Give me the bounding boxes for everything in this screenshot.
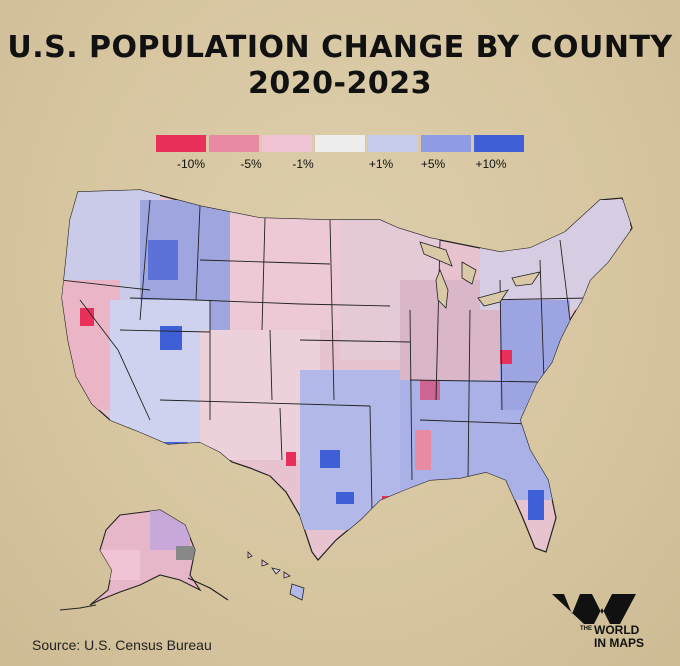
legend-swatch-zero	[315, 135, 365, 152]
map-title: U.S. POPULATION CHANGE BY COUNTY 2020-20…	[0, 30, 680, 102]
legend-label-neg10: -10%	[176, 157, 205, 171]
legend-label-pos5: +5%	[420, 157, 446, 171]
legend-swatch-neg1	[262, 135, 312, 152]
county-regions	[62, 190, 630, 530]
brand-name: WORLD IN MAPS	[594, 624, 644, 650]
us-county-map	[59, 189, 633, 611]
legend-label-neg1: -1%	[292, 157, 314, 171]
brand-line-2: IN MAPS	[594, 636, 645, 650]
legend-swatch-neg10	[156, 135, 206, 152]
source-credit: Source: U.S. Census Bureau	[32, 637, 212, 653]
world-in-maps-logo-icon	[552, 594, 636, 624]
legend-swatch-pos1	[368, 135, 418, 152]
title-line-2: 2020-2023	[248, 66, 432, 101]
brand-the: THE	[580, 626, 592, 632]
legend-label-pos10: +10%	[475, 157, 507, 171]
brand-line-1: WORLD	[594, 623, 640, 637]
brand-logo: THE WORLD IN MAPS	[550, 588, 660, 658]
legend-label-pos1: +1%	[368, 157, 394, 171]
great-lakes	[419, 241, 541, 309]
legend-swatch-neg5	[209, 135, 259, 152]
hawaii	[247, 551, 305, 601]
title-line-1: U.S. POPULATION CHANGE BY COUNTY	[7, 30, 673, 65]
legend-swatch-pos10	[474, 135, 524, 152]
color-legend: -10% -5% -1% +1% +5% +10%	[156, 135, 526, 185]
legend-label-neg5: -5%	[240, 157, 262, 171]
legend-swatch-pos5	[421, 135, 471, 152]
